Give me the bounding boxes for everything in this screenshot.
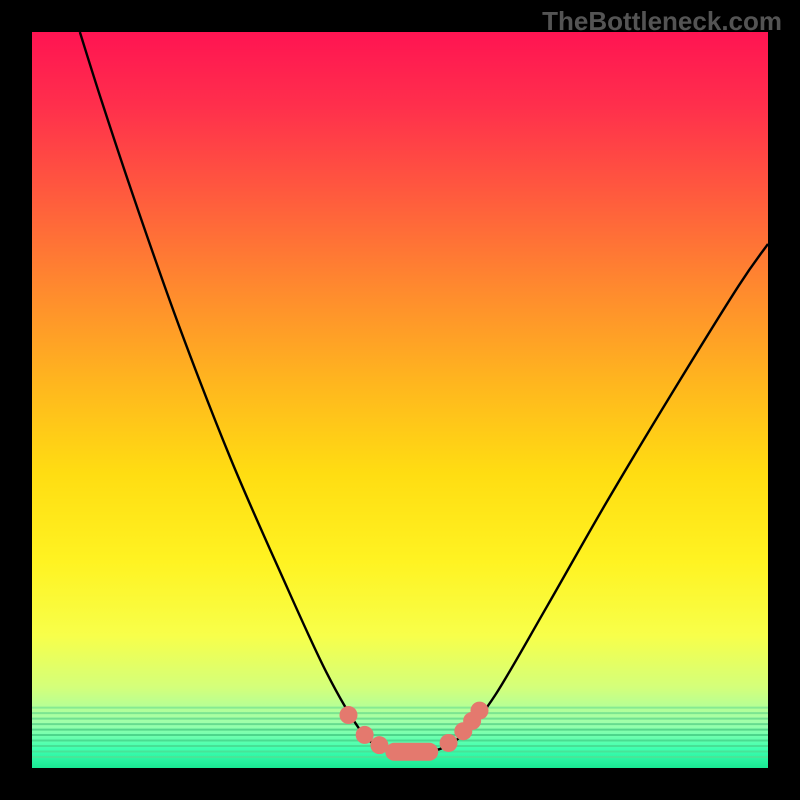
curve-marker: [470, 702, 488, 720]
curve-marker: [339, 706, 357, 724]
curve-marker: [356, 726, 374, 744]
plot-frame: [32, 32, 768, 768]
watermark-text: TheBottleneck.com: [542, 6, 782, 37]
chart-svg: [32, 32, 768, 768]
curve-marker: [440, 734, 458, 752]
curve-marker: [370, 736, 388, 754]
curve-flat-marker: [385, 743, 438, 761]
